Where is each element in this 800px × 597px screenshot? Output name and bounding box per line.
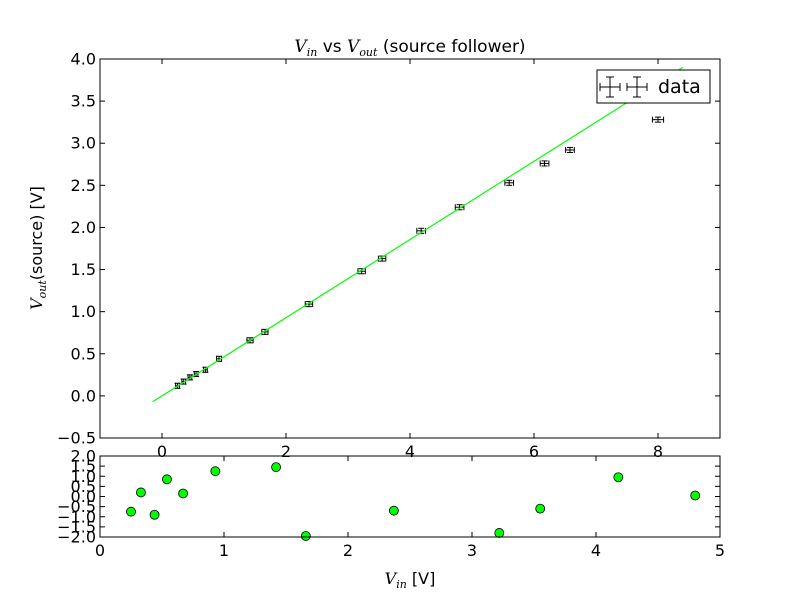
data-point [193,370,200,378]
y-tick-label: 1.5 [71,457,96,476]
x-tick-label: 2 [281,442,291,461]
y-tick-label: −1.0 [57,507,96,526]
chart-title: Vin vs Vout (source follower) [294,37,525,59]
y-axis-label: Vout(source) [V] [27,186,49,310]
y-tick-label: 0.5 [71,477,96,496]
residual-point [613,472,624,483]
residual-point [535,503,546,514]
x-tick-label: 2 [343,541,353,560]
residual-point [136,487,146,498]
data-point [565,146,575,153]
residual-point [162,474,172,485]
y-tick-label: 3.0 [71,134,96,153]
y-tick-label: 1.5 [71,260,96,279]
residual-point [388,505,399,516]
y-tick-label: 4.0 [71,50,96,69]
y-tick-label: 0.5 [71,344,96,363]
residual-plot-area: 0 1 2 3 4 5 −2.0−1.5−1.0−0.50.00.51.01.52.0 [57,447,725,561]
residual-point [300,531,311,541]
residual-point [149,509,160,520]
y-tick-label: −0.5 [57,429,96,448]
data-layer [152,66,684,403]
data-point [651,116,665,123]
data-point [454,204,465,211]
main-plot-area: 0 2 4 6 8 −0.5 0.0 0.5 1.0 1.5 2.0 2.5 3.0 3.5 4.0 [57,50,721,461]
legend-errorbar-icon [626,76,648,98]
y-tick-label: 1.0 [71,302,96,321]
residual-point [126,506,136,517]
x-tick-label: 0 [95,541,105,560]
x-axis-label: Vin [V] [385,569,436,591]
residual-point [690,490,701,501]
residual-point [494,528,505,538]
data-point [504,179,515,186]
x-tick-label: 8 [653,442,663,461]
y-tick-label: 2.5 [71,176,96,195]
legend: data [596,69,711,104]
y-tick-label: −2.0 [57,528,96,547]
residual-point [210,466,221,477]
y-tick-label: 2.0 [71,218,96,237]
axes-frame [99,58,721,439]
y-tick-label: 3.5 [71,92,96,111]
y-tick-label: 0.0 [71,487,96,506]
legend-errorbar-icon [599,76,621,98]
fit-line [152,66,684,403]
data-point [539,160,550,167]
x-tick-label: 4 [405,442,415,461]
residual-point [178,488,188,499]
axes-frame [99,455,721,538]
y-tick-label: 1.0 [71,467,96,486]
x-tick-label: 6 [529,442,539,461]
y-tick-label: −1.5 [57,517,96,536]
x-tick-label: 3 [467,541,477,560]
x-tick-label: 5 [715,541,725,560]
y-tick-label: 2.0 [71,447,96,466]
residual-point [271,462,281,473]
x-tick-label: 0 [157,442,167,461]
x-tick-label: 1 [219,541,229,560]
y-tick-label: −0.5 [57,497,96,516]
y-tick-label: 0.0 [71,386,96,405]
x-tick-label: 4 [591,541,601,560]
legend-label: data [658,76,701,98]
